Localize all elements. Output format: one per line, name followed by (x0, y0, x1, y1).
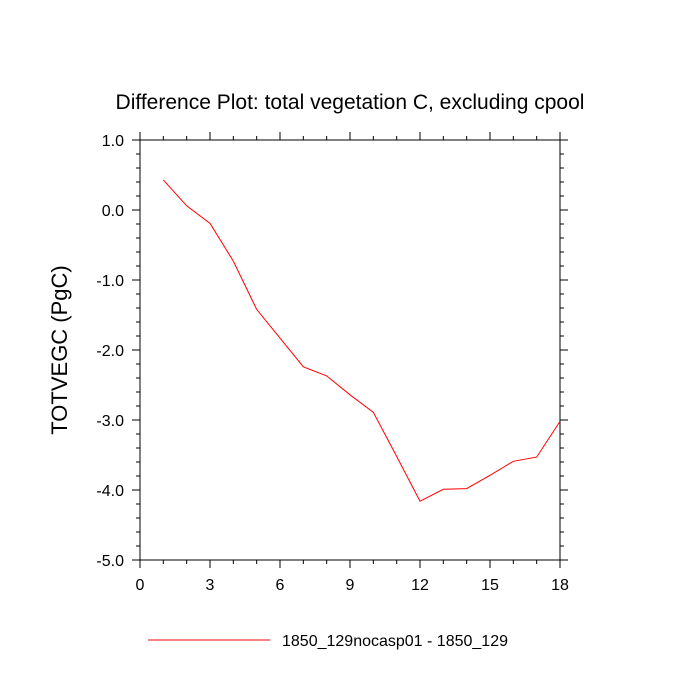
series-lines (162, 179, 561, 502)
legend-entry-label: 1850_129nocasp01 - 1850_129 (282, 633, 508, 650)
chart-title: Difference Plot: total vegetation C, exc… (116, 91, 585, 114)
y-tick-labels: 1.0 0.0 -1.0 -2.0 -3.0 -4.0 -5.0 (96, 133, 124, 570)
y-tick-label: 0.0 (102, 203, 124, 220)
x-tick-label: 9 (346, 577, 355, 594)
x-tick-label: 0 (136, 577, 145, 594)
major-ticks (132, 132, 568, 568)
legend: 1850_129nocasp01 - 1850_129 (148, 633, 508, 650)
y-tick-label: -3.0 (96, 413, 124, 430)
plot-frame (139, 139, 561, 561)
y-tick-label: -1.0 (96, 273, 124, 290)
y-tick-label: 1.0 (102, 133, 124, 150)
x-tick-label: 18 (551, 577, 569, 594)
y-tick-label: -5.0 (96, 553, 124, 570)
series-line (162, 179, 561, 502)
minor-ticks (136, 136, 564, 564)
y-axis-label: TOTVEGC (PgC) (47, 265, 72, 435)
x-tick-label: 6 (276, 577, 285, 594)
x-tick-label: 12 (411, 577, 429, 594)
y-tick-label: -2.0 (96, 343, 124, 360)
x-tick-label: 3 (206, 577, 215, 594)
y-tick-label: -4.0 (96, 483, 124, 500)
x-tick-label: 15 (481, 577, 499, 594)
x-tick-labels: 0 3 6 9 12 15 18 (136, 577, 569, 594)
